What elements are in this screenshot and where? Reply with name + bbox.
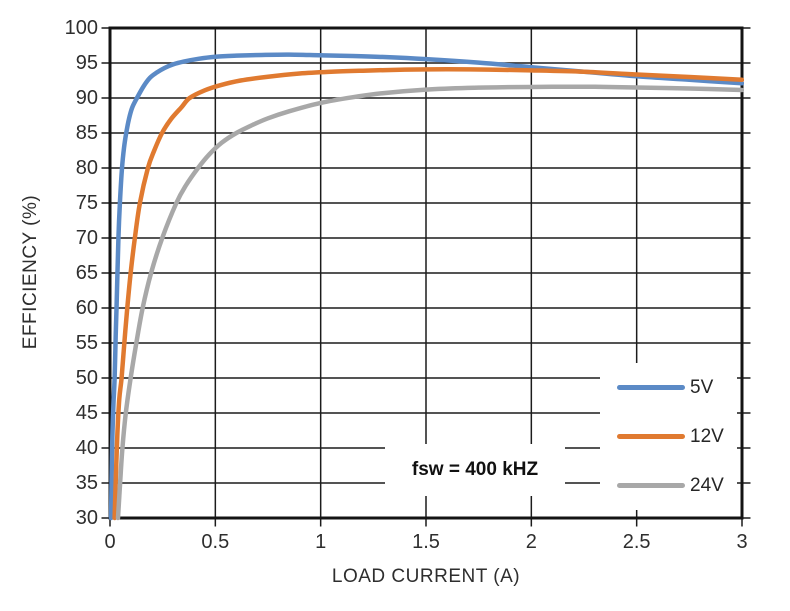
y-tick-label-40: 40 (75, 437, 98, 459)
y-tick-label-100: 100 (64, 17, 98, 39)
y-tick-label-75: 75 (75, 192, 98, 214)
legend-line-icon (617, 434, 685, 439)
legend-label: 24V (690, 474, 724, 496)
y-tick-label-90: 90 (75, 87, 98, 109)
y-tick-label-70: 70 (75, 227, 98, 249)
y-tick-label-65: 65 (75, 262, 98, 284)
series-12v-curve (112, 67, 744, 521)
chart-legend: 5V 12V 24V (600, 363, 737, 510)
legend-line-icon (617, 483, 685, 488)
legend-line-icon (617, 385, 685, 390)
y-tick-label-95: 95 (75, 52, 98, 74)
x-tick-label-1.5: 1.5 (412, 531, 440, 553)
y-tick-label-45: 45 (75, 402, 98, 424)
legend-item-12v: 12V (600, 426, 737, 448)
y-tick-label-35: 35 (75, 472, 98, 494)
legend-label: 12V (690, 425, 724, 447)
x-tick-label-2: 2 (525, 531, 537, 553)
y-tick-label-50: 50 (75, 367, 98, 389)
fsw-annotation: fsw = 400 kHZ (385, 444, 565, 496)
y-axis-title: EFFICIENCY (%) (20, 194, 41, 350)
x-tick-label-0: 0 (104, 531, 116, 553)
y-tick-label-60: 60 (75, 297, 98, 319)
x-tick-label-2.5: 2.5 (622, 531, 651, 553)
y-tick-label-80: 80 (75, 157, 98, 179)
series-5v-curve (108, 52, 744, 521)
legend-item-5v: 5V (600, 377, 737, 399)
x-tick-label-1: 1 (315, 531, 327, 553)
x-tick-label-3: 3 (736, 531, 748, 553)
legend-label: 5V (690, 376, 714, 398)
series-24v-curve (115, 84, 744, 521)
y-tick-label-85: 85 (75, 122, 98, 144)
x-axis-title: LOAD CURRENT (A) (331, 566, 521, 587)
legend-item-24v: 24V (600, 475, 737, 497)
y-tick-label-30: 30 (75, 507, 98, 529)
y-tick-label-55: 55 (75, 332, 98, 354)
x-tick-label-0.5: 0.5 (201, 531, 230, 553)
